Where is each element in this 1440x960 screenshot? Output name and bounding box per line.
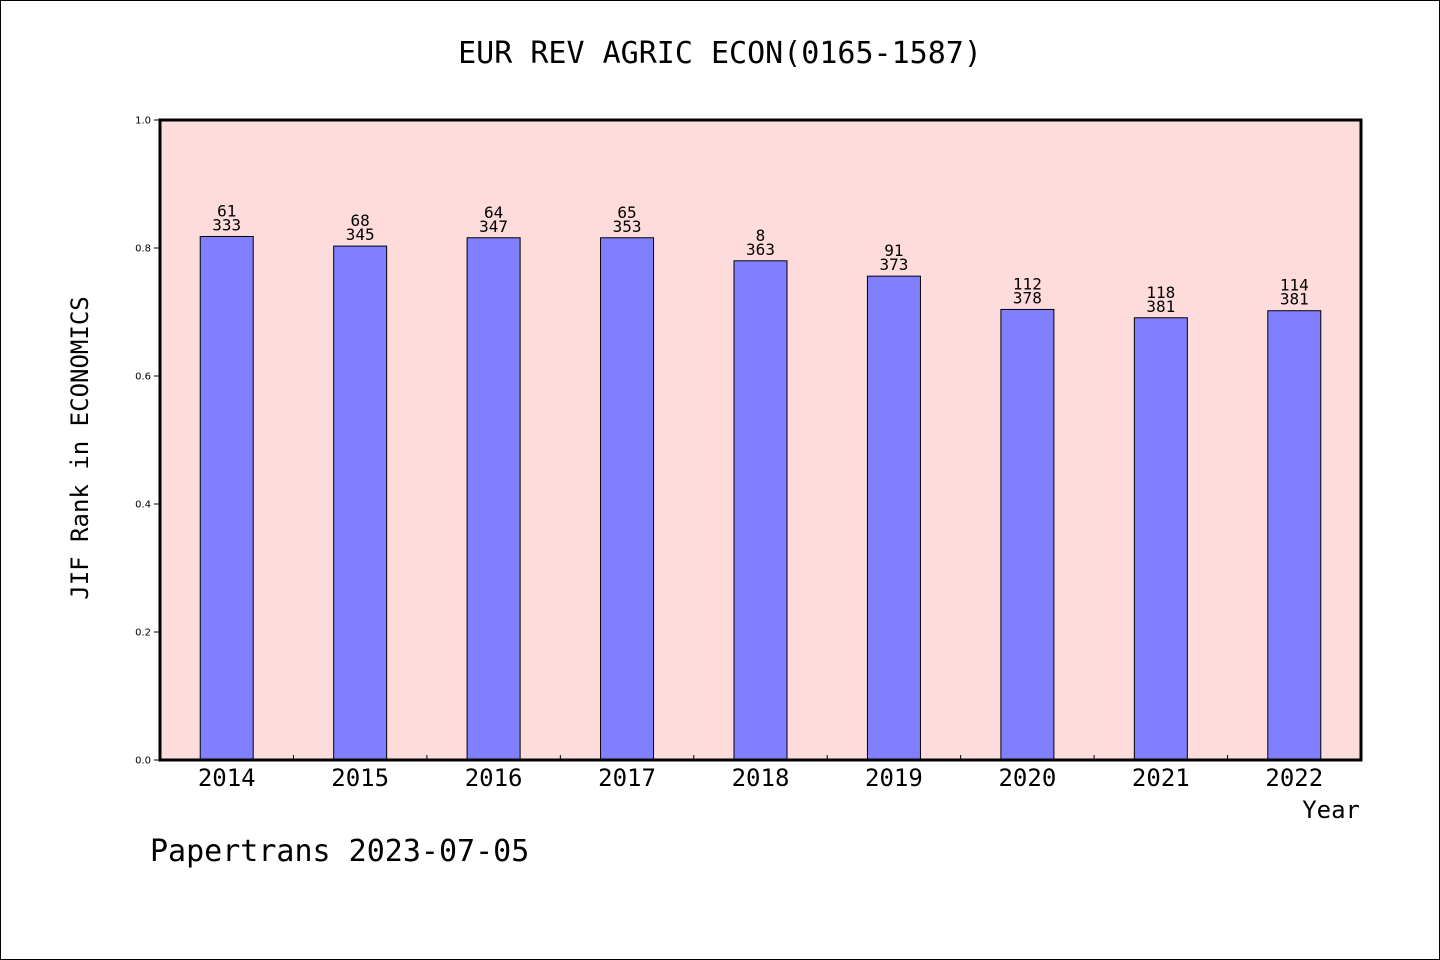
- x-tick-label: 2018: [732, 764, 790, 792]
- bar-total-label: 381: [1146, 297, 1175, 316]
- bar-total-label: 333: [212, 215, 241, 234]
- x-tick-label: 2016: [465, 764, 523, 792]
- bar: [199, 235, 254, 761]
- bar-total-label: 353: [613, 217, 642, 236]
- bar-total-label: 345: [346, 225, 375, 244]
- x-tick-label: 2015: [331, 764, 389, 792]
- y-tick-label: 0.6: [135, 372, 151, 383]
- bar-rank-label: 61: [217, 201, 236, 220]
- bar-total-label: 363: [746, 240, 775, 259]
- x-axis-label: Year: [1302, 796, 1360, 824]
- y-tick-label: 1.0: [135, 116, 151, 127]
- bar-total-label: 373: [879, 255, 908, 274]
- y-tick-label: 0.2: [135, 628, 151, 639]
- bar-rank-label: 65: [617, 203, 636, 222]
- x-tick-label: 2017: [598, 764, 656, 792]
- bar-rank-label: 64: [484, 203, 503, 222]
- bar-total-label: 381: [1280, 290, 1309, 309]
- bar: [1000, 308, 1055, 761]
- y-tick-label: 0.4: [135, 500, 151, 511]
- bar-total-label: 378: [1013, 288, 1042, 307]
- y-tick-label: 0.0: [135, 756, 151, 767]
- bar-total-label: 347: [479, 217, 508, 236]
- bar: [1133, 317, 1188, 761]
- y-tick-label: 0.8: [135, 244, 151, 255]
- bar: [600, 237, 655, 761]
- plot-border: [158, 118, 1363, 762]
- bar-rank-label: 112: [1013, 274, 1042, 293]
- x-tick-label: 2022: [1265, 764, 1323, 792]
- footer-text: Papertrans 2023-07-05: [150, 834, 530, 869]
- x-tick-label: 2021: [1132, 764, 1190, 792]
- bar: [733, 260, 788, 761]
- x-tick-label: 2019: [865, 764, 923, 792]
- bar-rank-label: 8: [756, 226, 766, 245]
- bar-rank-label: 118: [1146, 283, 1175, 302]
- bar: [466, 237, 521, 761]
- bar-rank-label: 68: [351, 211, 370, 230]
- chart-title: EUR REV AGRIC ECON(0165-1587): [458, 36, 982, 71]
- bar: [866, 275, 921, 761]
- bar-rank-label: 91: [884, 241, 903, 260]
- bar: [1267, 310, 1322, 761]
- bar: [333, 245, 388, 761]
- x-tick-label: 2020: [998, 764, 1056, 792]
- x-tick-label: 2014: [198, 764, 256, 792]
- bar-rank-label: 114: [1280, 276, 1309, 295]
